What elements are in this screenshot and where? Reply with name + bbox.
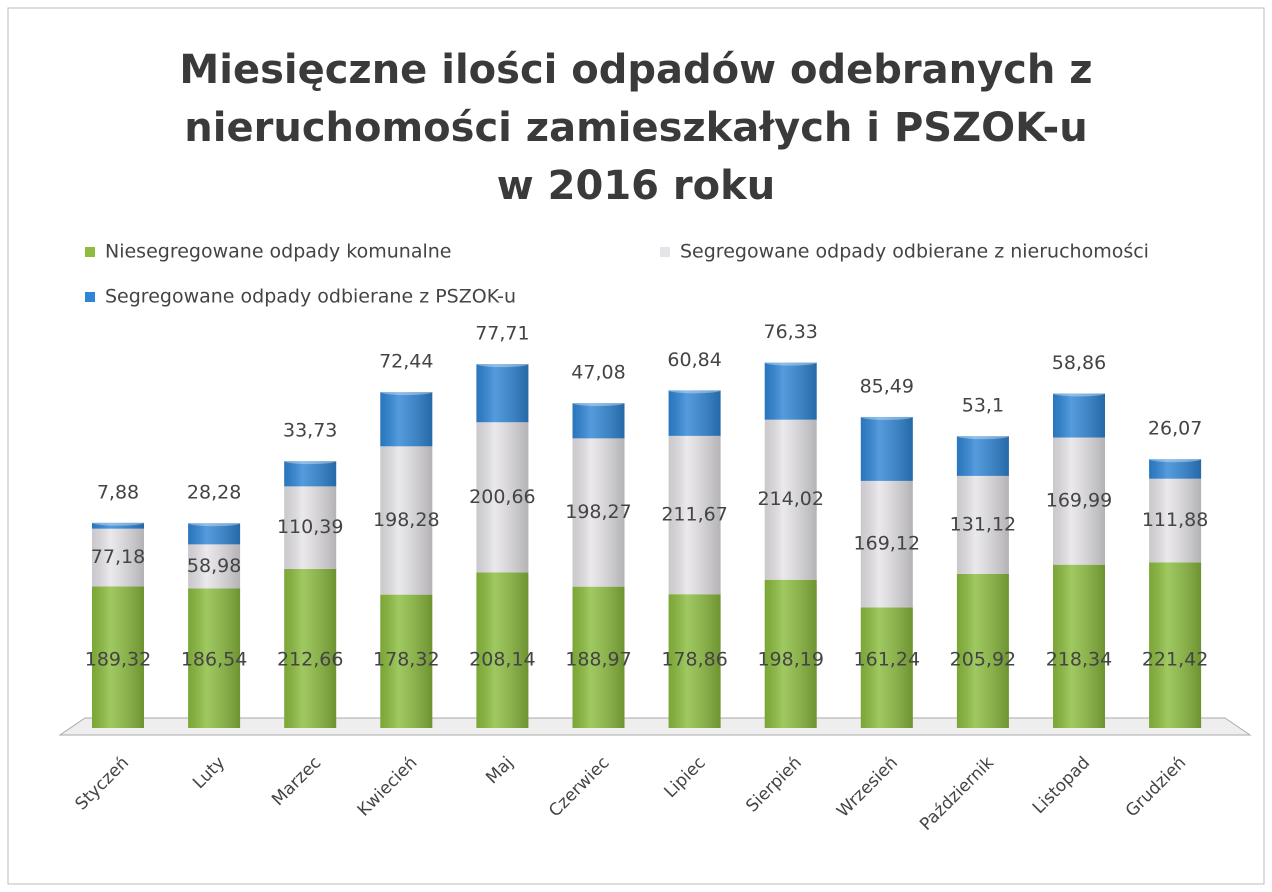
bar-shade bbox=[668, 390, 721, 436]
value-label: 212,66 bbox=[277, 649, 343, 671]
value-label: 189,32 bbox=[85, 649, 151, 671]
chart-title: Miesięczne ilości odpadów odebranych z bbox=[179, 47, 1092, 93]
value-label: 26,07 bbox=[1148, 418, 1202, 440]
bar-top bbox=[956, 433, 1009, 440]
bar-top bbox=[92, 519, 144, 526]
bar-shade bbox=[572, 586, 625, 728]
value-label: 111,88 bbox=[1142, 509, 1208, 531]
legend-swatch bbox=[85, 247, 95, 257]
bar-top bbox=[572, 400, 625, 407]
value-label: 77,71 bbox=[475, 323, 529, 345]
value-label: 214,02 bbox=[757, 488, 823, 510]
value-label: 198,27 bbox=[565, 501, 631, 523]
bar-shade bbox=[476, 364, 529, 423]
bar-shade bbox=[572, 403, 625, 439]
value-label: 205,92 bbox=[950, 649, 1016, 671]
bar-shade bbox=[956, 475, 1009, 574]
value-label: 169,99 bbox=[1046, 490, 1112, 512]
chart-title: nieruchomości zamieszkałych i PSZOK-u bbox=[184, 105, 1087, 151]
bar-shade bbox=[1149, 478, 1202, 563]
bar-top bbox=[1149, 456, 1202, 463]
bar-shade bbox=[188, 544, 241, 589]
value-label: 28,28 bbox=[187, 482, 241, 504]
value-label: 188,97 bbox=[565, 649, 631, 671]
bar-shade bbox=[1053, 564, 1105, 728]
legend-swatch bbox=[85, 292, 95, 302]
bar-shade bbox=[860, 607, 913, 728]
value-label: 221,42 bbox=[1142, 649, 1208, 671]
bar-top bbox=[1053, 390, 1105, 397]
bar-shade bbox=[764, 362, 817, 420]
value-label: 58,86 bbox=[1052, 352, 1106, 374]
bar-shade bbox=[380, 446, 433, 595]
bar-shade bbox=[860, 416, 913, 481]
value-label: 131,12 bbox=[950, 513, 1016, 535]
bar-top bbox=[668, 387, 721, 394]
bar-shade bbox=[92, 528, 144, 587]
bar-top bbox=[764, 359, 817, 366]
bar-shade bbox=[764, 579, 817, 728]
bar-shade bbox=[380, 392, 433, 447]
bar-shade bbox=[284, 568, 337, 728]
value-label: 198,19 bbox=[757, 649, 823, 671]
value-label: 218,34 bbox=[1046, 649, 1112, 671]
legend-swatch bbox=[660, 247, 670, 257]
bar-shade bbox=[380, 594, 433, 728]
value-label: 72,44 bbox=[379, 351, 433, 373]
bar-top bbox=[476, 361, 529, 368]
bar-shade bbox=[860, 480, 913, 608]
value-label: 200,66 bbox=[469, 486, 535, 508]
bar-shade bbox=[572, 438, 625, 587]
bar-shade bbox=[188, 523, 241, 545]
value-label: 198,28 bbox=[373, 509, 439, 531]
bar-shade bbox=[668, 435, 721, 595]
bar-shade bbox=[92, 586, 144, 728]
bar-shade bbox=[476, 572, 529, 728]
value-label: 77,18 bbox=[91, 546, 145, 568]
value-label: 58,98 bbox=[187, 555, 241, 577]
value-label: 186,54 bbox=[181, 649, 247, 671]
value-label: 85,49 bbox=[860, 375, 914, 397]
value-label: 60,84 bbox=[667, 349, 721, 371]
bar-shade bbox=[764, 419, 817, 580]
bar-shade bbox=[1149, 562, 1202, 728]
bar-shade bbox=[956, 436, 1009, 476]
bar-shade bbox=[1053, 393, 1105, 438]
chart-title: w 2016 roku bbox=[497, 163, 775, 209]
plot: Miesięczne ilości odpadów odebranych z ni… bbox=[72, 47, 1209, 835]
value-label: 208,14 bbox=[469, 649, 535, 671]
bar-shade bbox=[284, 486, 337, 569]
bar-shade bbox=[956, 573, 1009, 728]
bar-top bbox=[380, 389, 433, 396]
bar-top bbox=[860, 413, 913, 420]
legend-label: Segregowane odpady odbierane z PSZOK-u bbox=[105, 286, 516, 308]
value-label: 33,73 bbox=[283, 420, 337, 442]
bar-shade bbox=[476, 422, 529, 573]
legend-label: Segregowane odpady odbierane z nieruchom… bbox=[680, 241, 1149, 263]
value-label: 161,24 bbox=[854, 649, 920, 671]
bar-shade bbox=[92, 522, 144, 529]
value-label: 178,32 bbox=[373, 649, 439, 671]
bar-shade bbox=[284, 461, 337, 487]
bar-top bbox=[188, 520, 241, 527]
bar-shade bbox=[668, 594, 721, 728]
bar-shade bbox=[1053, 437, 1105, 565]
value-label: 53,1 bbox=[962, 395, 1004, 417]
bar-shade bbox=[188, 588, 241, 728]
value-label: 211,67 bbox=[661, 504, 727, 526]
value-label: 76,33 bbox=[763, 321, 817, 343]
value-label: 7,88 bbox=[97, 481, 139, 503]
bar-shade bbox=[1149, 459, 1202, 479]
floor bbox=[58, 717, 1252, 736]
value-label: 178,86 bbox=[661, 649, 727, 671]
bar-top bbox=[284, 458, 337, 465]
value-label: 169,12 bbox=[854, 533, 920, 555]
value-label: 110,39 bbox=[277, 516, 343, 538]
legend-label: Niesegregowane odpady komunalne bbox=[105, 241, 451, 263]
value-label: 47,08 bbox=[571, 362, 625, 384]
